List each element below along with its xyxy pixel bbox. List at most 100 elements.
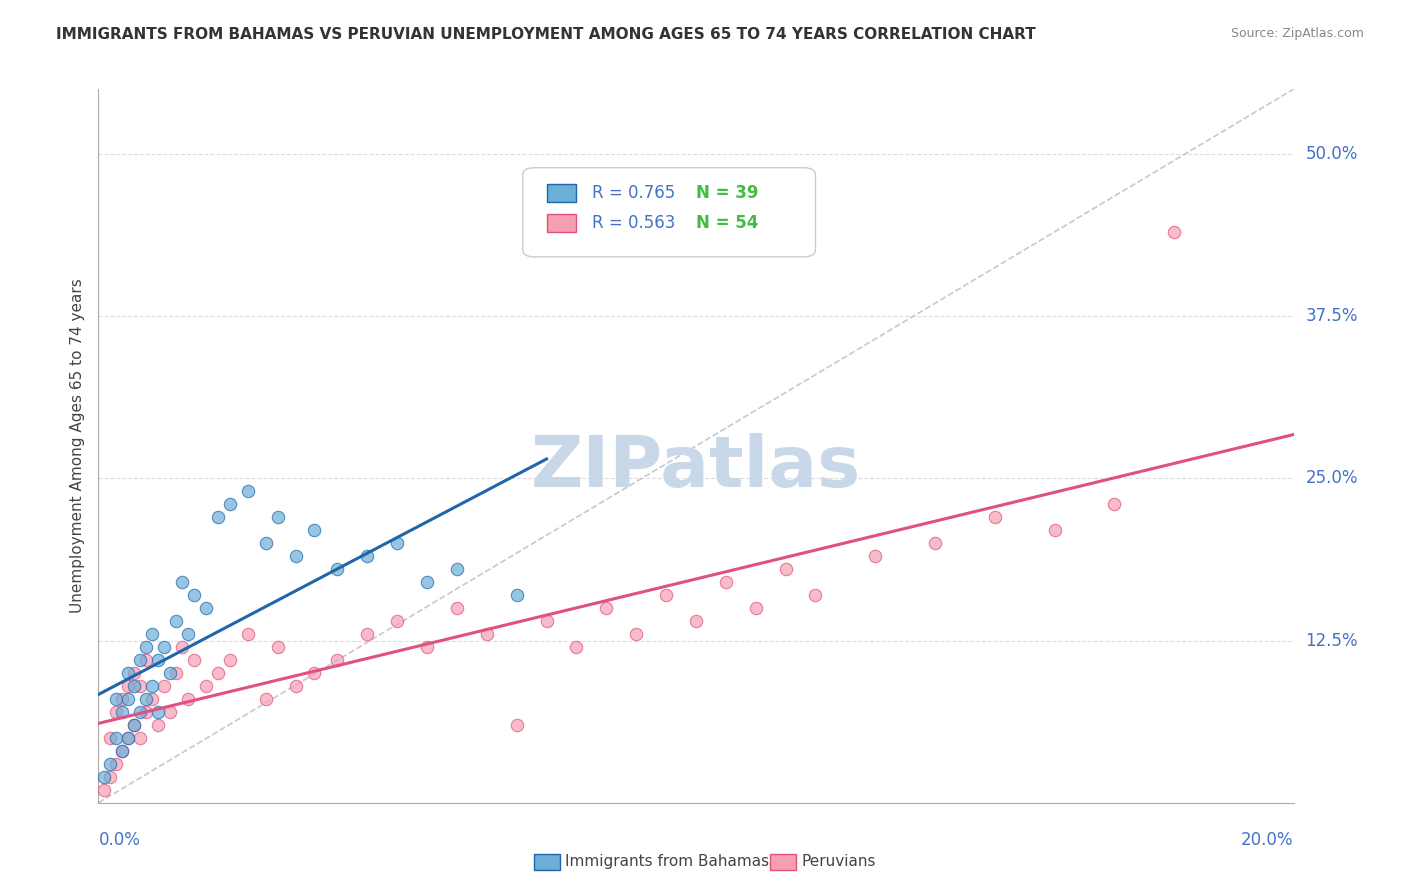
Point xyxy=(254,692,277,706)
Point xyxy=(1043,524,1066,538)
Point xyxy=(267,640,290,654)
Point xyxy=(129,653,152,667)
Point xyxy=(148,653,170,667)
Point xyxy=(141,692,163,706)
Point xyxy=(172,640,194,654)
Point xyxy=(124,679,146,693)
Point xyxy=(117,679,139,693)
Point xyxy=(153,640,176,654)
Point xyxy=(183,588,205,602)
Point xyxy=(236,484,259,499)
Point xyxy=(326,562,349,576)
Point xyxy=(111,744,134,758)
Point xyxy=(124,666,146,681)
Text: Source: ZipAtlas.com: Source: ZipAtlas.com xyxy=(1230,27,1364,40)
Point xyxy=(93,770,115,784)
Point xyxy=(284,549,307,564)
Point xyxy=(745,601,768,615)
Text: N = 54: N = 54 xyxy=(696,214,758,232)
Point xyxy=(117,692,139,706)
Point xyxy=(506,588,529,602)
Point xyxy=(984,510,1007,524)
Point xyxy=(98,756,122,771)
Point xyxy=(105,692,128,706)
Point xyxy=(105,731,128,745)
FancyBboxPatch shape xyxy=(547,184,576,202)
Text: IMMIGRANTS FROM BAHAMAS VS PERUVIAN UNEMPLOYMENT AMONG AGES 65 TO 74 YEARS CORRE: IMMIGRANTS FROM BAHAMAS VS PERUVIAN UNEM… xyxy=(56,27,1036,42)
Point xyxy=(385,614,409,628)
Point xyxy=(446,562,468,576)
Point xyxy=(475,627,498,641)
Point xyxy=(195,679,218,693)
Point xyxy=(93,782,115,797)
Point xyxy=(714,575,737,590)
Point xyxy=(865,549,887,564)
Point xyxy=(356,627,378,641)
Point xyxy=(207,666,229,681)
Text: N = 39: N = 39 xyxy=(696,184,758,202)
Point xyxy=(111,692,134,706)
Point xyxy=(105,756,128,771)
Text: ZIPatlas: ZIPatlas xyxy=(531,433,860,502)
Point xyxy=(159,705,181,719)
Point xyxy=(124,718,146,732)
Text: 12.5%: 12.5% xyxy=(1306,632,1358,649)
Point xyxy=(141,679,163,693)
Point xyxy=(302,666,325,681)
Point xyxy=(804,588,827,602)
Point xyxy=(1163,225,1185,239)
Point xyxy=(302,524,325,538)
Point xyxy=(267,510,290,524)
Point xyxy=(165,666,187,681)
Point xyxy=(284,679,307,693)
Point xyxy=(135,653,157,667)
Point xyxy=(98,770,122,784)
Point xyxy=(416,640,439,654)
Text: 50.0%: 50.0% xyxy=(1306,145,1358,163)
Point xyxy=(219,653,242,667)
Text: 20.0%: 20.0% xyxy=(1241,831,1294,849)
Point xyxy=(446,601,468,615)
Point xyxy=(117,731,139,745)
Point xyxy=(356,549,378,564)
Point xyxy=(135,640,157,654)
Point xyxy=(117,666,139,681)
Point xyxy=(924,536,946,550)
Point xyxy=(416,575,439,590)
Point xyxy=(685,614,707,628)
Point xyxy=(117,731,139,745)
Point xyxy=(595,601,617,615)
Point xyxy=(195,601,218,615)
Point xyxy=(135,692,157,706)
Point xyxy=(536,614,558,628)
Point xyxy=(135,705,157,719)
Point xyxy=(219,497,242,511)
FancyBboxPatch shape xyxy=(547,214,576,232)
Point xyxy=(183,653,205,667)
Point xyxy=(172,575,194,590)
FancyBboxPatch shape xyxy=(523,168,815,257)
Point xyxy=(141,627,163,641)
Point xyxy=(148,718,170,732)
Point xyxy=(207,510,229,524)
Point xyxy=(124,718,146,732)
Point xyxy=(385,536,409,550)
Point xyxy=(153,679,176,693)
Point xyxy=(129,731,152,745)
Text: Immigrants from Bahamas: Immigrants from Bahamas xyxy=(565,855,769,869)
Point xyxy=(326,653,349,667)
Text: 0.0%: 0.0% xyxy=(98,831,141,849)
Text: 37.5%: 37.5% xyxy=(1306,307,1358,326)
Point xyxy=(98,731,122,745)
Point xyxy=(655,588,678,602)
Point xyxy=(177,627,200,641)
Point xyxy=(775,562,797,576)
Point xyxy=(236,627,259,641)
Point xyxy=(177,692,200,706)
Text: 25.0%: 25.0% xyxy=(1306,469,1358,487)
Point xyxy=(506,718,529,732)
Point xyxy=(626,627,648,641)
Point xyxy=(1104,497,1126,511)
Text: R = 0.563: R = 0.563 xyxy=(592,214,675,232)
Point xyxy=(565,640,588,654)
